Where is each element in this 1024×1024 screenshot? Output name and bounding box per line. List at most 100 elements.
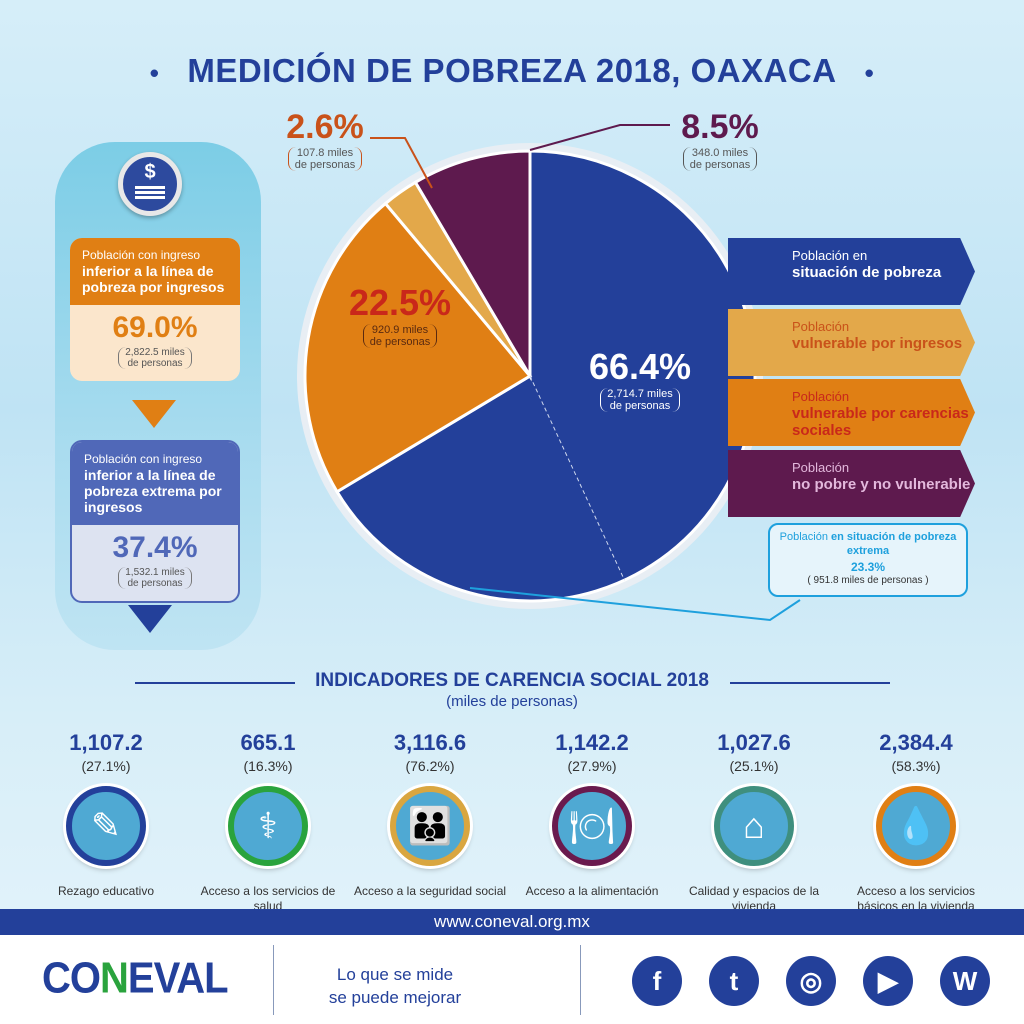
indicator-0: 1,107.2 (27.1%) ✎ Rezago educativo bbox=[26, 730, 186, 899]
persons: 2,714.7 miles bbox=[607, 388, 673, 400]
indicator-label: Acceso a la alimentación bbox=[525, 884, 659, 898]
label-bold: en situación de pobreza extrema bbox=[831, 531, 957, 557]
indicator-5: 2,384.4 (58.3%) 💧 Acceso a los servicios… bbox=[836, 730, 996, 914]
slogan-line: se puede mejorar bbox=[328, 988, 462, 1007]
pie-slice-1 bbox=[303, 201, 533, 494]
income-poverty-box: Población con ingreso inferior a la línea… bbox=[70, 238, 240, 381]
indicator-value: 3,116.6 bbox=[393, 730, 467, 755]
legend-label: Población bbox=[792, 319, 850, 334]
persons: 920.9 miles bbox=[371, 324, 429, 336]
indicator-pct: (16.3%) bbox=[243, 758, 293, 774]
indicator-pct: (25.1%) bbox=[729, 758, 779, 774]
indicator-label: Acceso a la seguridad social bbox=[353, 884, 507, 898]
coneval-logo: CONEVAL bbox=[42, 953, 229, 1003]
pct: 8.5% bbox=[681, 108, 759, 146]
persons: 348.0 miles bbox=[691, 147, 749, 159]
label: Población con ingreso bbox=[84, 452, 203, 466]
slogan-line: Lo que se mide bbox=[336, 965, 454, 984]
pointer bbox=[128, 605, 172, 633]
label-not-poor: 8.5% 348.0 miles de personas bbox=[665, 108, 775, 173]
indicator-pct: (27.1%) bbox=[81, 758, 131, 774]
divider bbox=[580, 945, 581, 1015]
extreme-poverty-leader bbox=[469, 587, 801, 622]
legend-label-bold: vulnerable por ingresos bbox=[792, 335, 963, 352]
page-title: • MEDICIÓN DE POBREZA 2018, OAXACA • bbox=[149, 52, 875, 89]
label: Población con ingreso bbox=[82, 248, 201, 262]
pie-slice-3 bbox=[413, 149, 532, 382]
pie-chart bbox=[297, 124, 801, 622]
footer bbox=[0, 935, 1024, 1024]
legend-not-poor: Población no pobre y no vulnerable bbox=[728, 450, 975, 517]
persons-unit: de personas bbox=[689, 159, 751, 171]
indicators-subtitle: (miles de personas) bbox=[446, 693, 578, 710]
label-bold: inferior a la línea de pobreza extrema p… bbox=[84, 467, 222, 515]
label-poverty: 66.4% 2,714.7 miles de personas bbox=[570, 346, 710, 414]
divider bbox=[273, 945, 274, 1015]
legend-label: Población bbox=[792, 460, 850, 475]
pie-slice-0 bbox=[334, 149, 757, 603]
indicator-2: 3,116.6 (76.2%) 👪 Acceso a la seguridad … bbox=[350, 730, 510, 899]
pct: 66.4% bbox=[588, 346, 692, 387]
persons: ( 951.8 miles de personas ) bbox=[807, 575, 929, 586]
persons-unit: de personas bbox=[369, 336, 431, 348]
facebook-icon[interactable]: f bbox=[632, 956, 682, 1006]
water-tap-icon: 💧 bbox=[876, 786, 956, 866]
indicator-value: 1,027.6 bbox=[717, 730, 791, 755]
legend-vulnerable-income: Población vulnerable por ingresos bbox=[728, 309, 975, 376]
legend-label: Población en bbox=[792, 248, 868, 263]
twitter-icon[interactable]: t bbox=[709, 956, 759, 1006]
persons-unit: de personas bbox=[609, 400, 671, 412]
indicator-value: 1,142.2 bbox=[555, 730, 629, 755]
extreme-poverty-callout: Población en situación de pobreza extrem… bbox=[768, 523, 968, 597]
pointer bbox=[132, 400, 176, 428]
indicators-title: INDICADORES DE CARENCIA SOCIAL 2018 bbox=[315, 670, 709, 691]
persons: 2,822.5 miles bbox=[125, 347, 185, 358]
persons-unit: de personas bbox=[127, 578, 183, 589]
legend-poverty: Población en situación de pobreza bbox=[728, 238, 975, 305]
percentage: 69.0% bbox=[112, 311, 198, 344]
indicator-1: 665.1 (16.3%) ⚕ Acceso a los servicios d… bbox=[188, 730, 348, 914]
indicator-value: 2,384.4 bbox=[879, 730, 953, 755]
indicator-3: 1,142.2 (27.9%) 🍽 Acceso a la alimentaci… bbox=[512, 730, 672, 899]
family-hands-icon: 👪 bbox=[390, 786, 470, 866]
label: Población bbox=[779, 531, 828, 543]
percentage: 37.4% bbox=[112, 531, 198, 564]
persons: 1,532.1 miles bbox=[125, 567, 185, 578]
house-hands-icon: ⌂ bbox=[714, 786, 794, 866]
legend-vulnerable-social: Población vulnerable por carencias social… bbox=[728, 379, 975, 446]
extreme-poverty-divider bbox=[529, 375, 625, 581]
divider bbox=[730, 682, 890, 684]
plate-cutlery-icon: 🍽 bbox=[552, 786, 632, 866]
website-link[interactable]: www.coneval.org.mx bbox=[0, 909, 1024, 935]
pct: 2.6% bbox=[286, 108, 364, 146]
wordpress-icon[interactable]: W bbox=[940, 956, 990, 1006]
indicator-label: Rezago educativo bbox=[57, 884, 155, 898]
legend-label-bold: vulnerable por carencias sociales bbox=[792, 405, 969, 439]
indicator-pct: (76.2%) bbox=[405, 758, 455, 774]
legend-label-bold: no pobre y no vulnerable bbox=[792, 476, 971, 493]
legend-label: Población bbox=[792, 389, 850, 404]
indicator-pct: (58.3%) bbox=[891, 758, 941, 774]
pencil-icon: ✎ bbox=[66, 786, 146, 866]
label-bold: inferior a la línea de pobreza por ingre… bbox=[82, 263, 225, 295]
indicator-value: 665.1 bbox=[240, 730, 296, 755]
leader-8-5 bbox=[529, 124, 670, 151]
leader-2-6 bbox=[370, 137, 433, 189]
indicator-4: 1,027.6 (25.1%) ⌂ Calidad y espacios de … bbox=[674, 730, 834, 914]
pct: 22.5% bbox=[348, 282, 452, 323]
legend-label-bold: situación de pobreza bbox=[792, 264, 942, 281]
persons: 107.8 miles bbox=[296, 147, 354, 159]
pct: 23.3% bbox=[850, 560, 886, 574]
label-vulnerable-income: 2.6% 107.8 miles de personas bbox=[270, 108, 380, 173]
extreme-income-poverty-box: Población con ingreso inferior a la línea… bbox=[70, 440, 240, 603]
doctor-icon: ⚕ bbox=[228, 786, 308, 866]
divider bbox=[135, 682, 295, 684]
youtube-icon[interactable]: ▶ bbox=[863, 956, 913, 1006]
money-coin-icon: $ bbox=[118, 152, 182, 216]
slogan: Lo que se mide se puede mejorar bbox=[300, 963, 490, 1009]
title-text: MEDICIÓN DE POBREZA 2018, OAXACA bbox=[187, 52, 837, 89]
instagram-icon[interactable]: ◎ bbox=[786, 956, 836, 1006]
indicator-value: 1,107.2 bbox=[69, 730, 143, 755]
label-vulnerable-social: 22.5% 920.9 miles de personas bbox=[330, 282, 470, 350]
persons-unit: de personas bbox=[294, 159, 356, 171]
